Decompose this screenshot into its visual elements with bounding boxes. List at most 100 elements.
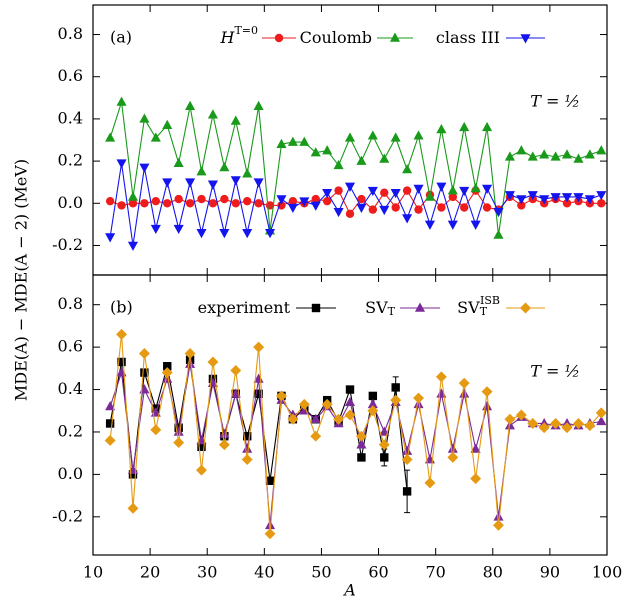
- legend-label-part: SV: [365, 298, 388, 317]
- marker: [460, 203, 469, 212]
- panel-label: (a): [110, 28, 132, 47]
- marker: [310, 147, 321, 157]
- marker: [207, 180, 218, 190]
- marker: [414, 205, 423, 214]
- legend-label: class III: [436, 28, 500, 47]
- marker: [333, 413, 345, 425]
- marker: [515, 409, 527, 421]
- marker: [379, 153, 390, 163]
- y-tick-label: 0.0: [58, 193, 83, 212]
- marker: [550, 193, 561, 203]
- marker: [424, 477, 436, 489]
- marker: [287, 136, 298, 146]
- marker: [116, 328, 128, 340]
- x-axis-label: A: [342, 581, 356, 597]
- x-tick-label: 40: [254, 563, 274, 582]
- marker: [436, 123, 447, 134]
- marker: [520, 302, 531, 314]
- marker: [401, 454, 413, 466]
- marker: [596, 415, 607, 426]
- marker: [184, 348, 196, 359]
- marker: [321, 398, 333, 410]
- marker: [117, 201, 126, 210]
- marker: [493, 519, 504, 531]
- y-tick-label: 0.4: [58, 379, 83, 398]
- marker: [367, 398, 378, 409]
- marker: [128, 199, 138, 208]
- legend-label-part: H: [219, 28, 235, 47]
- marker: [516, 195, 527, 205]
- marker: [311, 194, 320, 204]
- marker: [287, 413, 299, 425]
- marker: [470, 473, 482, 485]
- series-line: [109, 163, 602, 246]
- marker: [140, 368, 149, 377]
- marker: [539, 195, 550, 205]
- marker: [573, 193, 584, 203]
- marker: [367, 186, 378, 197]
- marker: [161, 367, 173, 379]
- marker: [481, 386, 493, 398]
- marker: [243, 196, 252, 206]
- legend-label-part: Coulomb: [300, 28, 372, 47]
- legend-label-part: ISB: [480, 294, 500, 307]
- marker: [538, 422, 550, 434]
- marker: [276, 138, 287, 148]
- marker: [493, 207, 504, 218]
- marker: [470, 220, 481, 230]
- marker: [413, 392, 424, 404]
- marker: [162, 119, 173, 130]
- legend-label-part: T: [388, 305, 396, 318]
- marker: [230, 176, 241, 186]
- x-tick-label: 100: [592, 563, 623, 582]
- marker: [356, 203, 367, 213]
- marker: [596, 191, 607, 201]
- marker: [344, 409, 356, 421]
- marker: [185, 178, 196, 188]
- marker: [241, 454, 253, 466]
- x-tick-label: 70: [425, 563, 445, 582]
- marker: [162, 373, 173, 383]
- marker: [517, 201, 526, 210]
- marker: [368, 391, 378, 401]
- marker: [219, 161, 230, 172]
- marker: [264, 528, 276, 540]
- legend-label-part: SV: [457, 298, 480, 317]
- marker: [459, 121, 470, 132]
- marker: [355, 430, 367, 442]
- marker: [105, 419, 115, 428]
- marker: [242, 229, 253, 239]
- marker: [150, 132, 161, 142]
- marker: [424, 191, 435, 201]
- marker: [597, 199, 606, 208]
- marker: [345, 209, 355, 219]
- marker: [299, 136, 310, 146]
- marker: [447, 443, 458, 453]
- marker: [378, 439, 390, 451]
- marker: [197, 442, 206, 452]
- marker: [436, 388, 447, 398]
- marker: [162, 178, 173, 188]
- marker: [274, 33, 284, 43]
- marker: [414, 302, 426, 312]
- x-tick-label: 30: [197, 563, 217, 582]
- marker: [322, 145, 333, 155]
- legend-label: experiment: [198, 298, 291, 317]
- marker: [561, 149, 573, 159]
- marker: [276, 390, 287, 402]
- marker: [344, 182, 356, 192]
- x-tick-label: 80: [483, 563, 503, 582]
- marker: [572, 418, 584, 429]
- annotation: T = ½: [530, 92, 580, 111]
- plot-frame: [92, 274, 608, 556]
- legend-label-part: T: [480, 305, 488, 318]
- legend-label: Coulomb: [300, 28, 372, 47]
- marker: [459, 388, 470, 398]
- marker: [322, 196, 332, 206]
- marker: [561, 422, 573, 434]
- marker: [333, 159, 344, 170]
- marker: [219, 428, 230, 438]
- annotation: T = ½: [530, 362, 580, 381]
- marker: [117, 357, 126, 367]
- marker: [299, 197, 310, 207]
